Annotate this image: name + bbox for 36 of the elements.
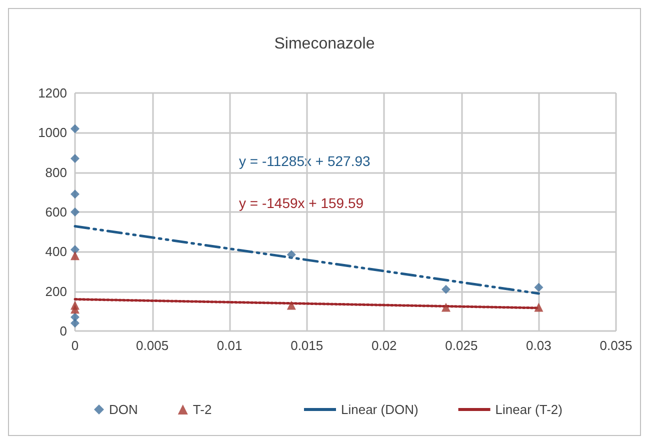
- y-tick-label: 600: [45, 204, 67, 220]
- x-tick-label: 0.02: [371, 338, 397, 353]
- legend-label: DON: [109, 402, 138, 417]
- x-tick-label: 0.005: [136, 338, 169, 353]
- x-tick-label: 0.015: [290, 338, 324, 353]
- annotation: y = -1459x + 159.59: [239, 195, 364, 211]
- x-tick-label: 0.025: [445, 338, 478, 353]
- x-tick-label: 0.01: [216, 338, 242, 353]
- annotation: y = -11285x + 527.93: [239, 153, 370, 169]
- point: [286, 300, 296, 310]
- point: [441, 284, 450, 294]
- x-tick-label: 0: [71, 338, 79, 353]
- y-tick-label: 0: [60, 324, 67, 338]
- y-tick-label: 1000: [38, 125, 67, 140]
- point: [70, 245, 80, 254]
- point: [70, 304, 80, 314]
- y-tick-label: 800: [45, 164, 67, 180]
- point: [70, 154, 80, 163]
- point: [70, 318, 80, 328]
- point: [441, 302, 450, 312]
- y-tick-label: 200: [45, 284, 67, 299]
- legend-label: T-2: [192, 402, 212, 417]
- y-tick-label: 400: [45, 244, 67, 260]
- point: [70, 208, 80, 216]
- point: [70, 190, 80, 199]
- x-tick-label: 0.03: [526, 338, 552, 353]
- x-tick-label: 0.035: [600, 338, 632, 353]
- legend-label: Linear (T-2): [495, 402, 562, 417]
- point: [534, 282, 544, 292]
- point: [70, 251, 80, 260]
- point: [534, 302, 544, 312]
- y-tick-label: 1200: [38, 86, 67, 100]
- legend-label: Linear (DON): [341, 402, 418, 417]
- point: [70, 124, 80, 134]
- point: [286, 250, 296, 260]
- chart-title: Simeconazole: [274, 36, 375, 52]
